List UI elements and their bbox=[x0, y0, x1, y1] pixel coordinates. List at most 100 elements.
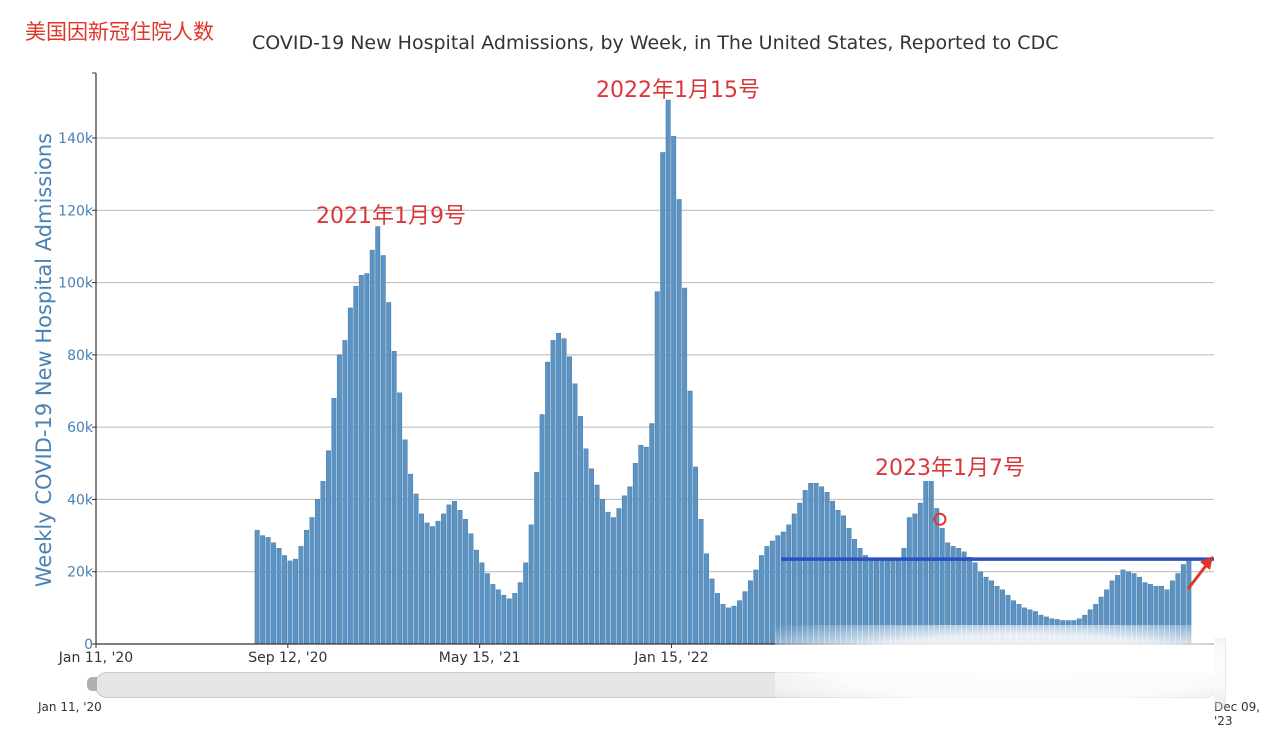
bar bbox=[539, 414, 545, 645]
bar bbox=[315, 499, 320, 645]
bar bbox=[336, 354, 342, 645]
bar bbox=[556, 332, 562, 645]
bar bbox=[632, 463, 638, 645]
bar bbox=[671, 135, 677, 645]
bar bbox=[687, 390, 693, 645]
bar bbox=[824, 492, 830, 645]
bar bbox=[682, 287, 688, 645]
bar bbox=[578, 416, 583, 645]
x-tick-label: Jan 11, '20 bbox=[58, 650, 133, 666]
annotation-2023: 2023年1月7号 bbox=[875, 456, 1025, 481]
bar bbox=[435, 520, 441, 645]
bar bbox=[649, 423, 655, 645]
bar bbox=[342, 340, 348, 645]
bar bbox=[271, 542, 277, 645]
bar bbox=[424, 522, 430, 645]
y-tick-label: 120k bbox=[58, 203, 94, 219]
bar bbox=[457, 510, 463, 645]
arrow-shaft bbox=[1186, 562, 1210, 590]
bar bbox=[391, 351, 397, 645]
bar bbox=[512, 593, 518, 645]
bar bbox=[293, 558, 298, 645]
chart-title: COVID-19 New Hospital Admissions, by Wee… bbox=[252, 32, 1059, 54]
bar bbox=[298, 546, 304, 645]
bar bbox=[320, 481, 326, 645]
bar bbox=[430, 526, 435, 645]
bar bbox=[917, 502, 923, 645]
x-tick-label: Jan 15, '22 bbox=[633, 650, 708, 666]
bar bbox=[660, 152, 666, 645]
bar bbox=[490, 584, 496, 645]
bar bbox=[309, 517, 315, 645]
bar bbox=[654, 291, 660, 645]
bar bbox=[731, 605, 737, 645]
bar bbox=[758, 555, 764, 645]
y-tick-label: 60k bbox=[67, 420, 94, 436]
bar bbox=[260, 535, 266, 645]
x-tick-labels: Jan 11, '20 Sep 12, '20 May 15, '21 Jan 15,… bbox=[58, 644, 709, 666]
bar bbox=[506, 598, 512, 645]
bars bbox=[254, 99, 1192, 645]
bar bbox=[830, 501, 836, 645]
y-axis-label: Weekly COVID-19 New Hospital Admissions bbox=[32, 132, 56, 588]
bar bbox=[331, 398, 337, 645]
bar bbox=[753, 569, 759, 645]
bar bbox=[386, 302, 392, 645]
bar bbox=[441, 513, 446, 645]
bar bbox=[353, 285, 359, 645]
y-tick-label: 20k bbox=[67, 565, 94, 581]
y-tick-label: 140k bbox=[58, 131, 94, 147]
bar bbox=[369, 249, 375, 645]
bar bbox=[462, 519, 468, 645]
y-tick-label: 80k bbox=[67, 348, 94, 364]
y-tick-label: 0 bbox=[84, 637, 93, 653]
bar bbox=[819, 486, 825, 645]
bar bbox=[534, 472, 540, 645]
bar bbox=[479, 562, 485, 645]
bar bbox=[419, 513, 425, 645]
bar bbox=[621, 495, 627, 645]
bar bbox=[358, 275, 364, 645]
bar bbox=[726, 607, 731, 645]
range-slider-start-label: Jan 11, '20 bbox=[38, 700, 102, 714]
bar bbox=[282, 555, 288, 645]
bar bbox=[698, 519, 704, 645]
bar bbox=[452, 501, 457, 645]
bar bbox=[287, 560, 293, 645]
bar bbox=[484, 573, 490, 645]
bar bbox=[693, 466, 699, 645]
bar bbox=[304, 529, 309, 645]
x-tick-label: May 15, '21 bbox=[439, 650, 521, 666]
bar bbox=[325, 450, 331, 645]
bar bbox=[715, 593, 720, 645]
bar bbox=[561, 338, 567, 645]
range-slider-handle[interactable] bbox=[87, 677, 97, 691]
range-slider-end-label: Dec 09, '23 bbox=[1214, 700, 1261, 728]
bar bbox=[616, 508, 622, 645]
bar bbox=[923, 481, 929, 645]
bar bbox=[720, 604, 726, 645]
bar bbox=[397, 392, 403, 645]
bar bbox=[835, 510, 841, 645]
y-tick-labels: 0 20k 40k 60k 80k 100k 120k 140k bbox=[58, 131, 96, 653]
bar bbox=[265, 537, 271, 645]
bar bbox=[704, 553, 710, 645]
bar bbox=[627, 486, 633, 645]
annotation-peak-2021: 2021年1月9号 bbox=[316, 204, 466, 229]
bar bbox=[643, 446, 649, 645]
bar bbox=[605, 511, 611, 645]
bar bbox=[523, 562, 529, 645]
marker-circle bbox=[933, 512, 947, 526]
bar bbox=[495, 589, 501, 645]
bar bbox=[583, 448, 589, 645]
bar bbox=[528, 524, 534, 645]
bar bbox=[808, 482, 814, 645]
bar bbox=[380, 255, 386, 645]
bar bbox=[402, 439, 408, 645]
bar bbox=[676, 199, 682, 645]
bar bbox=[446, 504, 452, 645]
bar bbox=[517, 582, 523, 645]
bar bbox=[276, 548, 282, 645]
overlays bbox=[781, 512, 1214, 590]
